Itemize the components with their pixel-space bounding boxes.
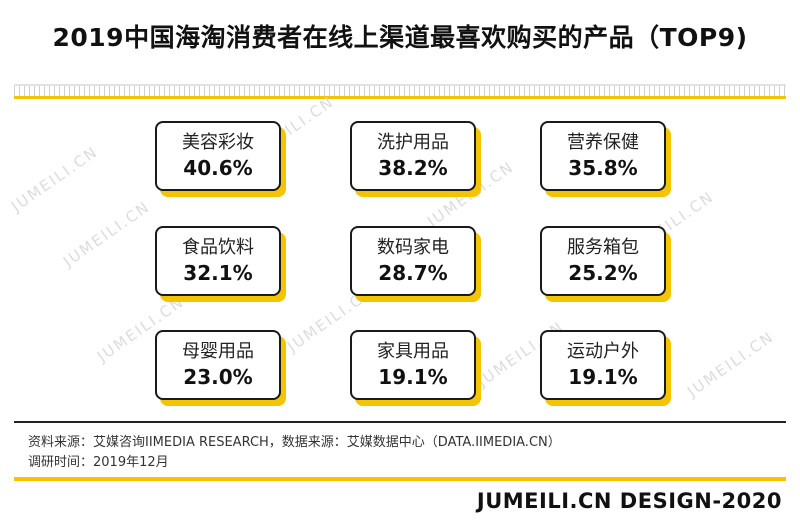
card-box: 美容彩妆 40.6% bbox=[155, 121, 281, 191]
watermark: JUMEILI.CN bbox=[60, 197, 154, 271]
product-card: 母婴用品 23.0% bbox=[155, 330, 286, 406]
product-card: 数码家电 28.7% bbox=[350, 226, 481, 302]
product-share-value: 23.0% bbox=[183, 365, 253, 389]
survey-date: 调研时间：2019年12月 bbox=[28, 455, 169, 470]
source-line: 资料来源：艾媒咨询IIMEDIA RESEARCH，数据来源：艾媒数据中心（DA… bbox=[28, 435, 561, 450]
header-divider-band bbox=[14, 86, 786, 99]
product-card: 营养保健 35.8% bbox=[540, 121, 671, 197]
watermark: JUMEILI.CN bbox=[8, 142, 102, 216]
product-card: 运动户外 19.1% bbox=[540, 330, 671, 406]
card-box: 母婴用品 23.0% bbox=[155, 330, 281, 400]
card-box: 服务箱包 25.2% bbox=[540, 226, 666, 296]
card-box: 运动户外 19.1% bbox=[540, 330, 666, 400]
product-category-label: 食品饮料 bbox=[182, 237, 254, 258]
header-divider-line bbox=[14, 84, 786, 86]
product-share-value: 32.1% bbox=[183, 261, 253, 285]
brand-credit: JUMEILI.CN DESIGN-2020 bbox=[476, 489, 782, 513]
page-title: 2019中国海淘消费者在线上渠道最喜欢购买的产品（TOP9) bbox=[52, 23, 748, 52]
watermark: JUMEILI.CN bbox=[684, 327, 778, 401]
card-box: 营养保健 35.8% bbox=[540, 121, 666, 191]
product-category-label: 母婴用品 bbox=[182, 341, 254, 362]
product-card: 洗护用品 38.2% bbox=[350, 121, 481, 197]
source-note: 资料来源：艾媒咨询IIMEDIA RESEARCH，数据来源：艾媒数据中心（DA… bbox=[28, 433, 561, 473]
product-share-value: 19.1% bbox=[378, 365, 448, 389]
product-share-value: 35.8% bbox=[568, 156, 638, 180]
product-card: 家具用品 19.1% bbox=[350, 330, 481, 406]
product-share-value: 25.2% bbox=[568, 261, 638, 285]
product-share-value: 38.2% bbox=[378, 156, 448, 180]
card-box: 食品饮料 32.1% bbox=[155, 226, 281, 296]
product-category-label: 营养保健 bbox=[567, 132, 639, 153]
product-card: 美容彩妆 40.6% bbox=[155, 121, 286, 197]
card-box: 家具用品 19.1% bbox=[350, 330, 476, 400]
product-category-label: 服务箱包 bbox=[567, 237, 639, 258]
footer-accent-bar bbox=[14, 477, 786, 481]
card-box: 数码家电 28.7% bbox=[350, 226, 476, 296]
product-category-label: 洗护用品 bbox=[377, 132, 449, 153]
product-category-label: 美容彩妆 bbox=[182, 132, 254, 153]
product-share-value: 28.7% bbox=[378, 261, 448, 285]
footer-divider bbox=[14, 421, 786, 423]
product-share-value: 19.1% bbox=[568, 365, 638, 389]
product-category-label: 运动户外 bbox=[567, 341, 639, 362]
card-box: 洗护用品 38.2% bbox=[350, 121, 476, 191]
product-card: 服务箱包 25.2% bbox=[540, 226, 671, 302]
product-share-value: 40.6% bbox=[183, 156, 253, 180]
product-category-label: 数码家电 bbox=[377, 237, 449, 258]
product-category-label: 家具用品 bbox=[377, 341, 449, 362]
product-card: 食品饮料 32.1% bbox=[155, 226, 286, 302]
